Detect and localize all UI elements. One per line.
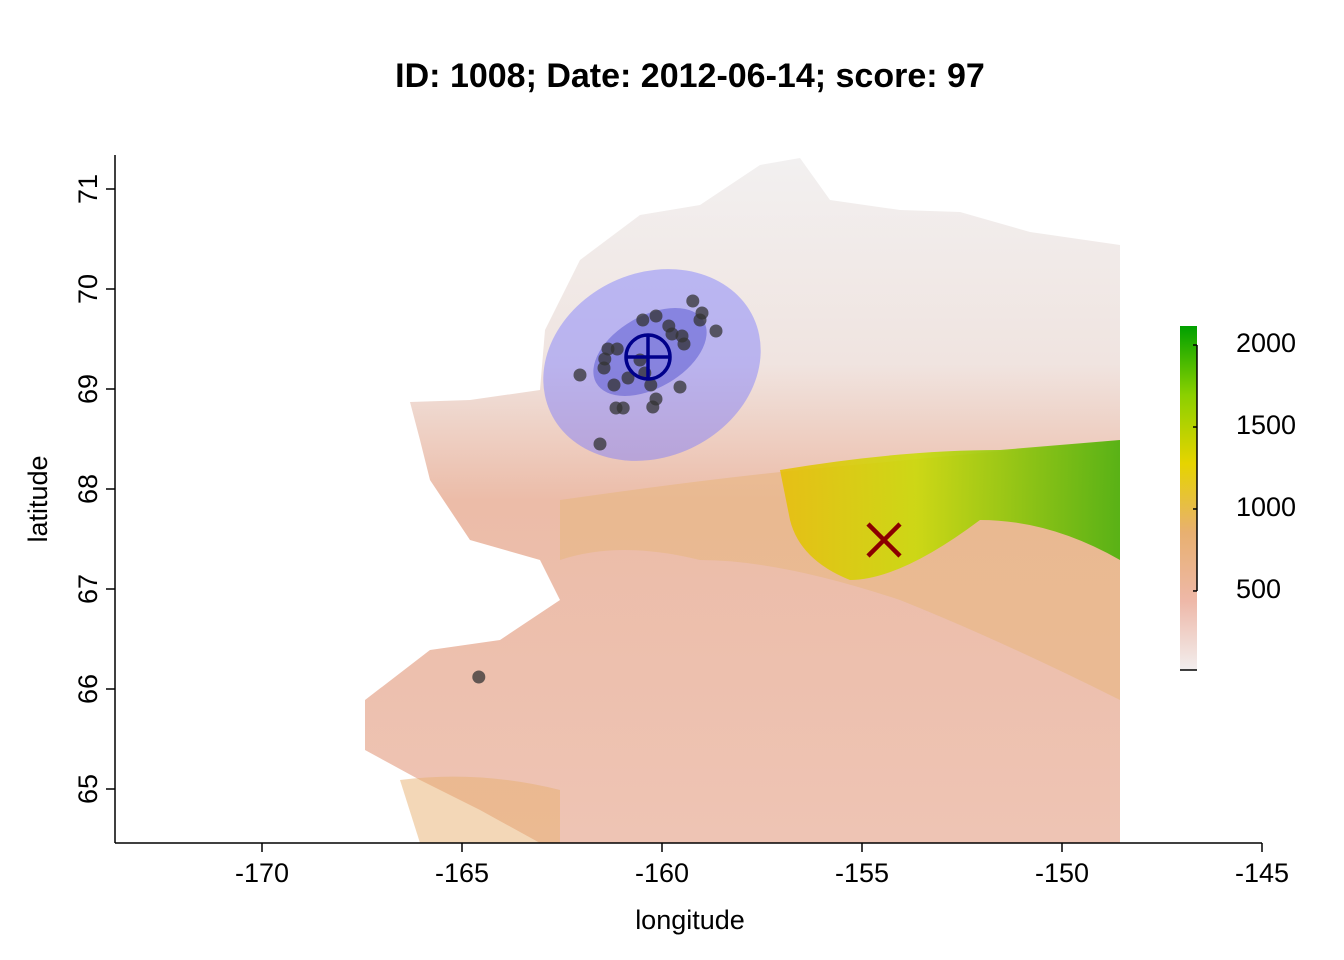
location-point [693,313,707,327]
location-point [593,437,607,451]
location-point [573,368,587,382]
x-tick-label: -160 [635,858,689,888]
x-tick-label: -150 [1035,858,1089,888]
colorbar-tick-label: 1500 [1236,410,1296,440]
y-axis-label: latitude [23,455,53,542]
location-point [601,342,615,356]
centroid-marker [624,333,672,381]
x-tick-label: -155 [835,858,889,888]
location-point [597,361,611,375]
colorbar [1180,326,1197,670]
y-tick-label: 68 [73,474,103,504]
location-point [621,371,635,385]
location-point [646,400,660,414]
location-point [673,380,687,394]
y-tick-label: 71 [73,174,103,204]
y-tick-label: 66 [73,674,103,704]
y-tick-label: 69 [73,374,103,404]
location-point [610,342,624,356]
x-tick-label: -145 [1235,858,1289,888]
y-tick-label: 65 [73,774,103,804]
location-point [649,309,663,323]
terrain [365,158,1120,843]
y-tick-label: 70 [73,274,103,304]
x-tick-label: -165 [435,858,489,888]
target-cross [866,522,902,558]
location-point [677,337,691,351]
location-point [616,401,630,415]
colorbar-tick-label: 500 [1236,574,1281,604]
location-point [709,324,723,338]
location-point [644,378,658,392]
colorbar-tick-label: 2000 [1236,328,1296,358]
location-point [607,378,621,392]
x-axis-label: longitude [635,905,745,935]
chart-title: ID: 1008; Date: 2012-06-14; score: 97 [395,57,985,95]
y-tick-label: 67 [73,574,103,604]
x-tick-label: -170 [235,858,289,888]
location-point [686,294,700,308]
target-marker [866,522,902,558]
location-point [665,327,679,341]
location-point [636,313,650,327]
location-point [472,670,486,684]
colorbar-tick-label: 1000 [1236,492,1296,522]
